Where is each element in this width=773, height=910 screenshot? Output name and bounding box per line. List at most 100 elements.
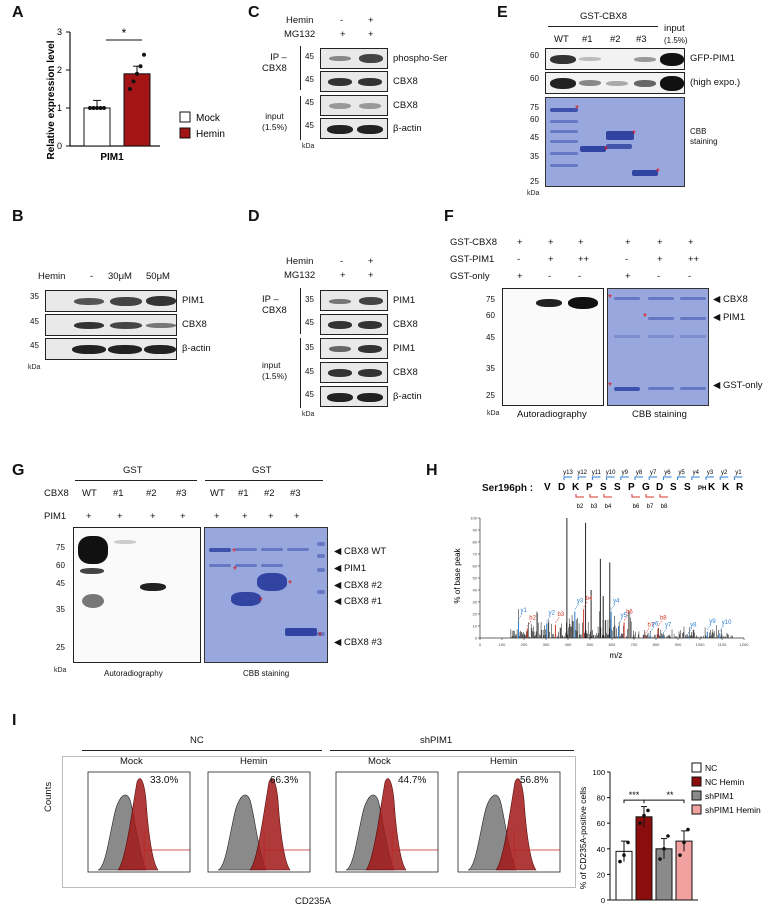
h-xtick: 1200 [740, 642, 750, 647]
h-ytick: 10 [473, 624, 478, 629]
panel-a-point [131, 79, 136, 84]
g-gst-left: GST [123, 465, 143, 476]
h-ytick: 30 [473, 600, 478, 605]
f-mw-4: 35 [486, 364, 495, 373]
i-legend-label: shPIM1 Hemin [705, 805, 761, 815]
h-residue: D [558, 482, 565, 493]
h-ytick: 60 [473, 564, 478, 569]
h-residue: S [600, 482, 607, 493]
i-point [666, 834, 670, 838]
e-lane-1: #1 [582, 34, 593, 45]
i-point [646, 808, 650, 813]
h-ytick: 20 [473, 612, 478, 617]
h-b-ion: b7 [647, 504, 654, 510]
i-ylabel: Counts [43, 781, 54, 812]
i-bar-chart: % of CD235A-positive cells 020406080100 … [578, 762, 761, 905]
h-b-ion: b4 [605, 504, 612, 510]
h-residue: D [656, 482, 663, 493]
h-annotation: b4 [586, 596, 593, 602]
panel-a-ytick: 3 [57, 27, 62, 37]
f-cbb-gel [607, 288, 709, 406]
h-y-bracket [719, 476, 729, 480]
h-y-ion: y3 [707, 470, 714, 476]
g-pim1-value: + [117, 511, 123, 522]
d-input-label: input (1.5%) [262, 360, 288, 381]
e-mw-gel-5: 25 [530, 177, 539, 186]
g-gst-right: GST [252, 465, 272, 476]
d-mw-2: 45 [305, 318, 314, 327]
e-cbb-gel [545, 97, 685, 187]
d-blot-actin [320, 386, 388, 407]
f-caption-cbb: CBB staining [632, 409, 687, 420]
e-lane-3: #3 [636, 34, 647, 45]
b-band-actin: β-actin [182, 343, 211, 354]
g-pim1-value: + [150, 511, 156, 522]
i-ytick: 20 [597, 870, 605, 879]
i-subplot-percent: 44.7% [398, 775, 427, 786]
f-condition-cell: - [548, 271, 552, 282]
g-lane-label: #1 [238, 488, 249, 499]
c-mw-4: 45 [305, 121, 314, 130]
d-mg-v1: + [340, 270, 346, 281]
h-xtick: 600 [609, 642, 616, 647]
h-ytick: 0 [475, 636, 478, 641]
h-residue: P [628, 482, 635, 493]
h-xtick: 1000 [696, 642, 706, 647]
f-condition-cell: - [688, 271, 692, 282]
h-y-bracket [606, 476, 615, 480]
h-residue: V [544, 482, 551, 493]
i-point [662, 847, 666, 851]
i-legend-swatch [691, 804, 702, 815]
h-residue: R [736, 482, 744, 493]
panel-label-b: B [12, 208, 24, 225]
g-pim1-value: + [214, 511, 220, 522]
f-condition-cell: + [657, 237, 663, 248]
f-row-gstpim1: GST-PIM1 [450, 254, 495, 265]
h-xtick: 400 [565, 642, 572, 647]
h-annotation: y7 [665, 623, 672, 629]
c-blot-cbx8-input [320, 95, 388, 116]
g-pim1-value: + [86, 511, 92, 522]
i-histogram [87, 771, 191, 873]
h-b-ion: b8 [661, 504, 668, 510]
d-blot-pim1-input [320, 338, 388, 359]
b-blot-pim1 [45, 290, 177, 312]
d-hemin-v1: - [340, 256, 344, 267]
d-mw-1: 35 [305, 295, 314, 304]
b-lane-1: - [90, 271, 94, 282]
panel-a-ylabel: Relative expression level [46, 40, 57, 159]
c-band-pser: phospho-Ser [393, 53, 448, 64]
g-lane-label: WT [82, 488, 97, 499]
h-b-bracket [631, 494, 640, 498]
f-condition-cell: + [578, 237, 584, 248]
g-mw-2: 60 [56, 561, 65, 570]
h-xtick: 0 [479, 642, 482, 647]
panel-a-xlabel: PIM1 [100, 152, 124, 163]
g-lane-label: #2 [146, 488, 157, 499]
h-ms-spectrum: % of base peak 0 100 200 300 400 500 600 700 800… [453, 516, 750, 661]
h-annotation: b8 [660, 615, 667, 621]
i-subplot-percent: 66.3% [270, 775, 299, 786]
i-ytick: 40 [597, 845, 605, 854]
h-y-bracket [662, 476, 672, 480]
h-annotation-leader [574, 603, 580, 610]
e-band-cbb: CBB staining [690, 127, 718, 147]
c-mw-3: 45 [305, 98, 314, 107]
c-ip-label: IP – CBX8 [262, 52, 287, 75]
f-row-gstcbx8: GST-CBX8 [450, 237, 497, 248]
h-residue: K [572, 482, 580, 493]
panel-label-a: A [12, 4, 24, 21]
h-annotation: y5 [621, 613, 628, 619]
panel-label-c: C [248, 4, 260, 21]
h-annotation: y9 [709, 619, 716, 625]
g-arrow-cbx8-1-label: CBX8 #1 [343, 596, 382, 607]
h-ytick: 50 [473, 576, 478, 581]
h-y-ion: y13 [563, 470, 573, 476]
e-lane-wt: WT [554, 34, 569, 45]
h-annotation: b3 [557, 612, 564, 618]
h-annotation-leader [662, 627, 668, 634]
panel-label-e: E [497, 4, 508, 21]
h-y-bracket [648, 476, 658, 480]
h-y-ion: y5 [678, 470, 685, 476]
g-arrow-cbx8-3-label: CBX8 #3 [343, 637, 382, 648]
